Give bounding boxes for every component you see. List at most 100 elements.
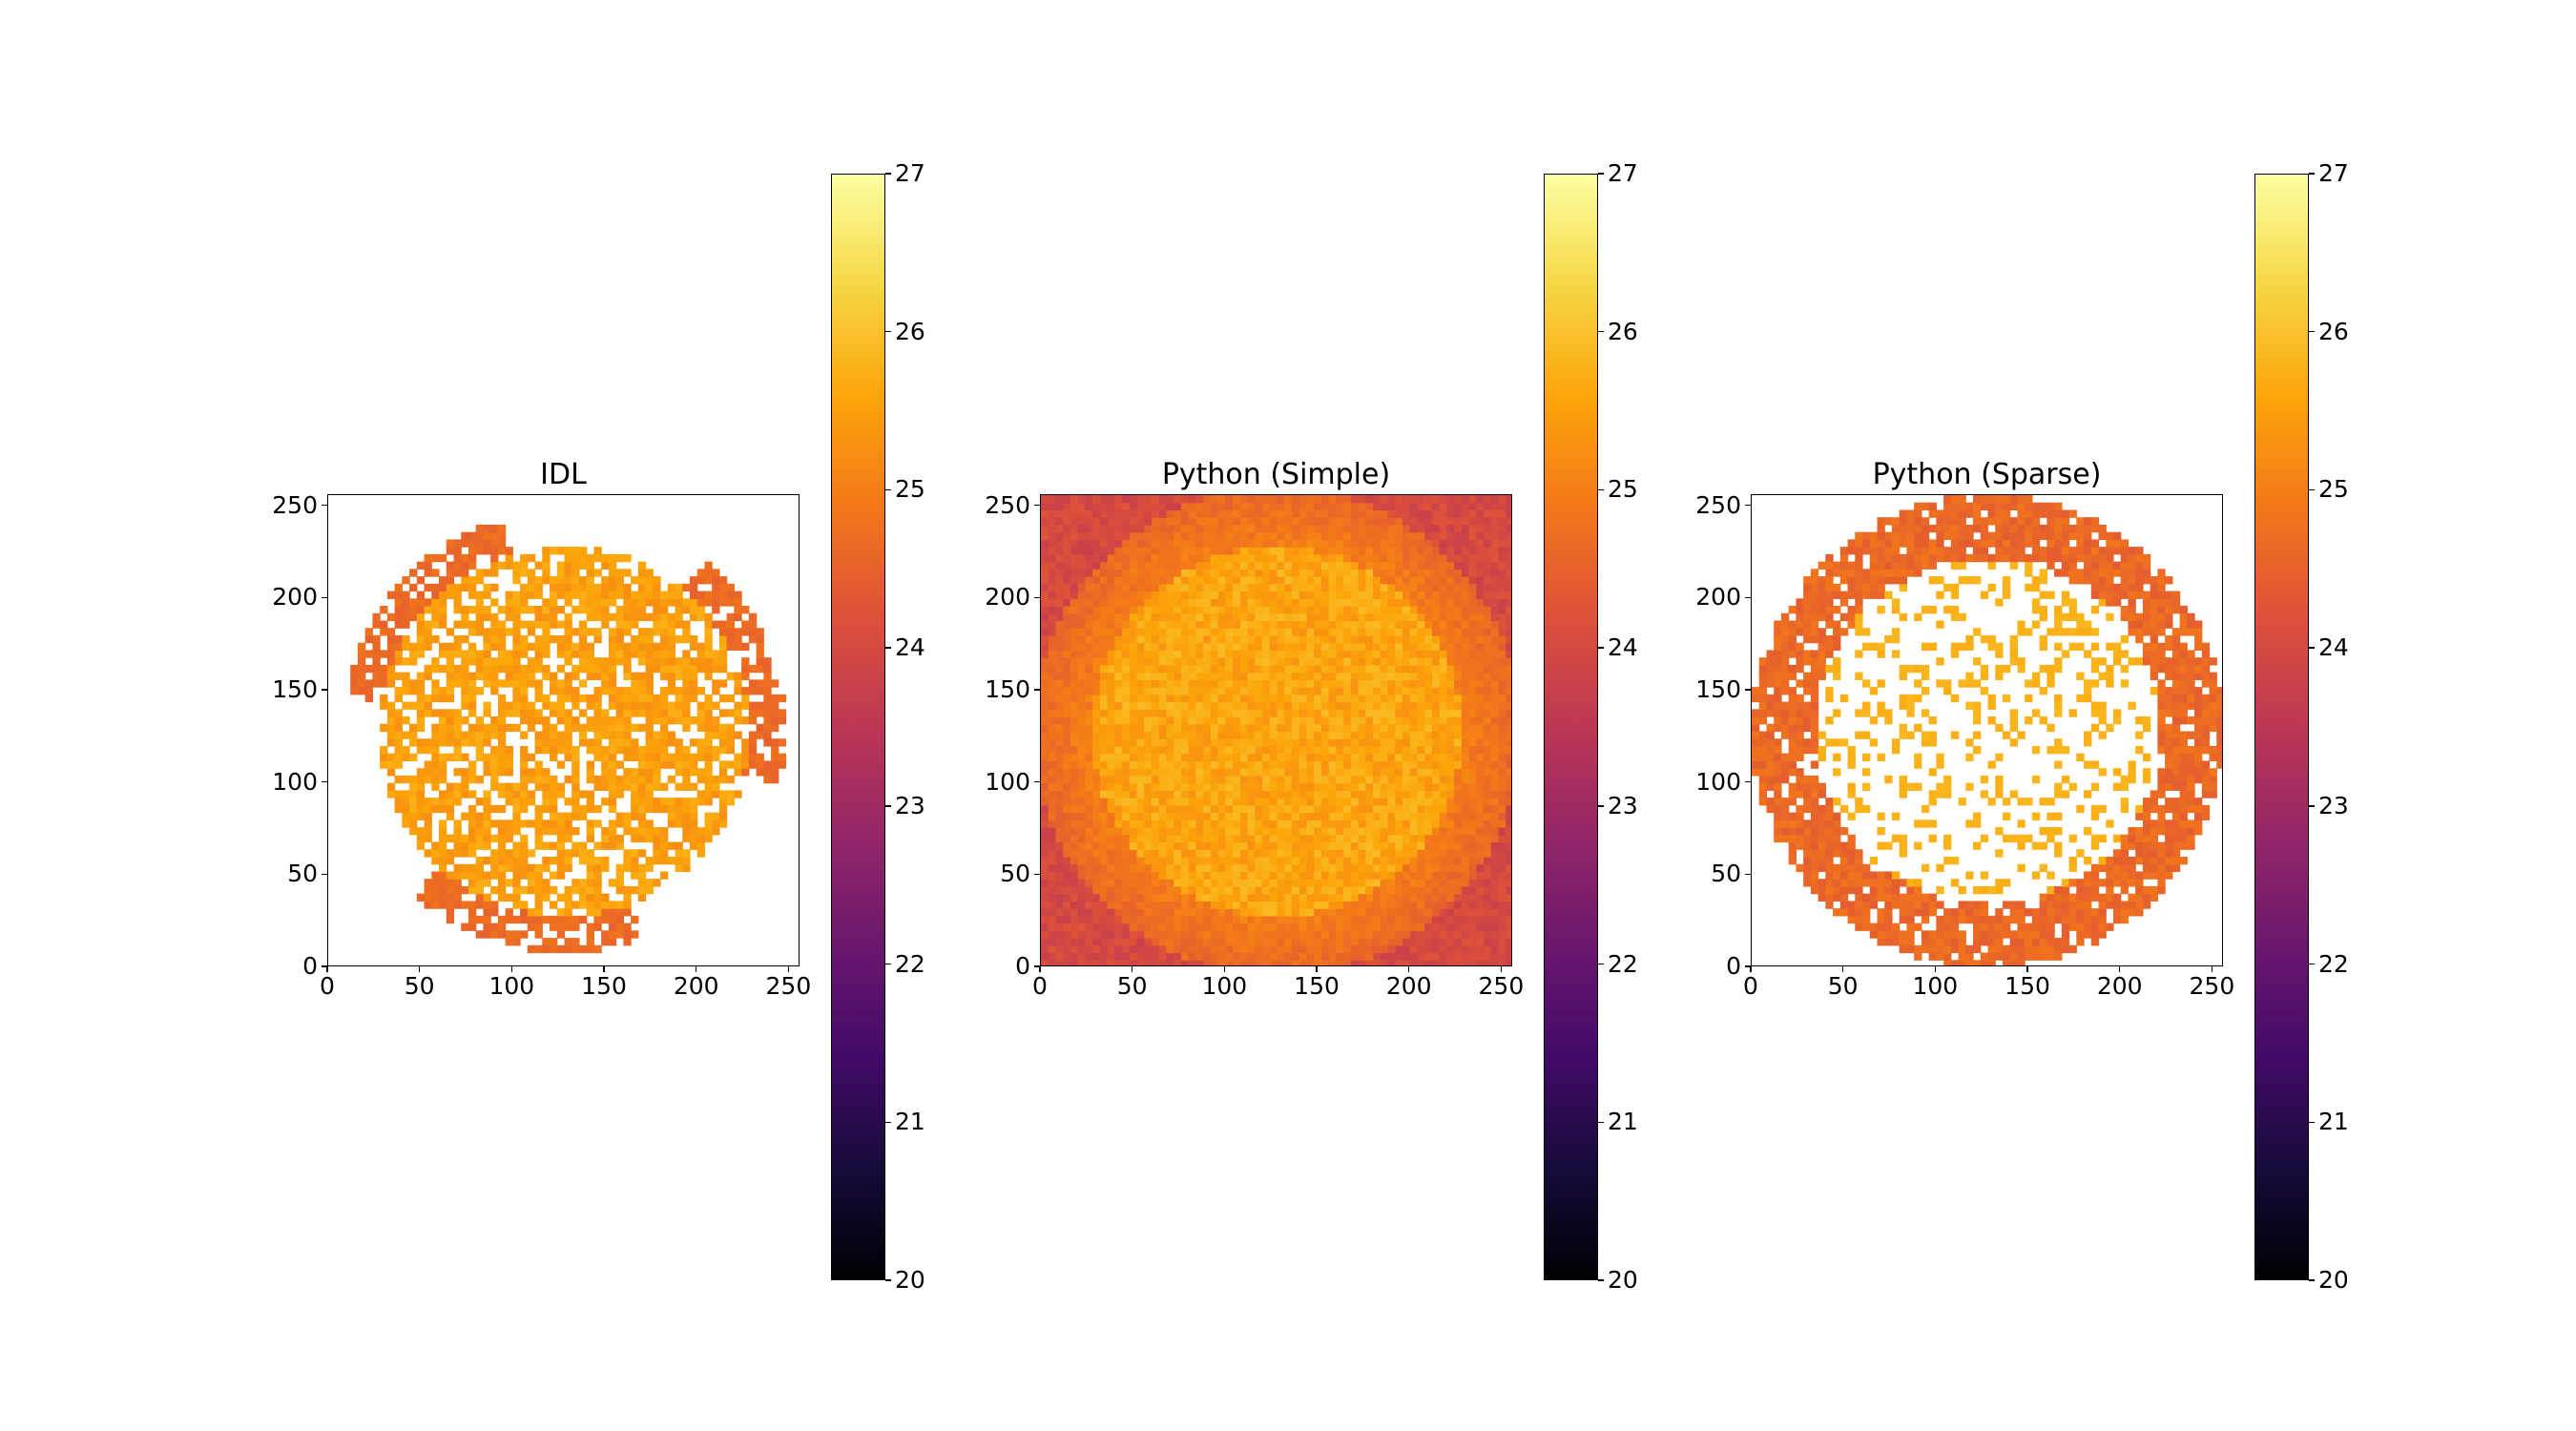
heatmap-cell (586, 583, 595, 592)
heatmap-cell (578, 694, 588, 703)
heatmap-cell (1174, 687, 1182, 695)
heatmap-cell (586, 672, 595, 680)
heatmap-cell (461, 569, 469, 577)
heatmap-cell (667, 591, 676, 599)
heatmap-cell (1239, 952, 1249, 961)
heatmap-cell (1476, 863, 1485, 873)
heatmap-cell (364, 694, 373, 703)
heatmap-cell (645, 576, 654, 585)
heatmap-cell (1409, 804, 1419, 814)
heatmap-cell (623, 930, 632, 939)
heatmap-cell (1284, 938, 1293, 946)
heatmap-cell (431, 657, 440, 666)
heatmap-cell (1320, 901, 1330, 909)
heatmap-cell (1417, 628, 1425, 636)
heatmap-cell (475, 716, 485, 725)
heatmap-cell (564, 819, 572, 828)
heatmap-cell (1247, 938, 1256, 946)
heatmap-cell (1343, 885, 1352, 895)
heatmap-cell (1070, 753, 1079, 762)
heatmap-cell (1136, 745, 1145, 755)
heatmap-cell (763, 760, 772, 769)
heatmap-cell (653, 612, 661, 622)
heatmap-cell (483, 798, 491, 806)
heatmap-cell (1506, 650, 1511, 658)
x-tick-mark (695, 966, 697, 972)
heatmap-cell (1225, 812, 1234, 820)
heatmap-cell (1136, 716, 1145, 725)
heatmap-cell (712, 723, 720, 733)
heatmap-cell (1174, 782, 1182, 791)
heatmap-cell (1461, 687, 1470, 695)
heatmap-cell (1136, 804, 1145, 814)
heatmap-cell (1395, 731, 1403, 739)
heatmap-cell (704, 642, 713, 652)
heatmap-cell (718, 583, 728, 592)
heatmap-cell (1284, 790, 1293, 798)
heatmap-cell (1490, 679, 1500, 688)
heatmap-cell (1306, 790, 1315, 798)
heatmap-cell (1380, 687, 1389, 695)
heatmap-cell (1239, 598, 1249, 607)
heatmap-cell (1099, 723, 1109, 733)
heatmap-cell (1210, 901, 1219, 909)
heatmap-cell (623, 938, 632, 946)
heatmap-cell (1461, 745, 1470, 755)
heatmap-cell (1431, 664, 1441, 674)
heatmap-cell (1136, 871, 1145, 880)
heatmap-cell (542, 731, 551, 739)
heatmap-cell (1431, 679, 1441, 688)
heatmap-cell (1144, 782, 1153, 791)
heatmap-cell (1203, 901, 1212, 909)
heatmap-cell (1506, 834, 1511, 843)
heatmap-cell (475, 723, 485, 733)
heatmap-cell (1461, 753, 1470, 762)
heatmap-cell (431, 738, 440, 747)
heatmap-cell (1247, 804, 1256, 814)
heatmap-cell (1247, 738, 1256, 747)
heatmap-cell (483, 583, 491, 592)
heatmap-cell (1417, 849, 1425, 858)
heatmap-cell (1152, 650, 1160, 658)
heatmap-cell (1239, 856, 1249, 865)
heatmap-cell (1387, 723, 1396, 733)
heatmap-cell (1210, 871, 1219, 880)
heatmap-cell (1269, 827, 1278, 836)
heatmap-cell (1158, 849, 1168, 858)
heatmap-cell (631, 753, 639, 762)
heatmap-cell (1225, 804, 1234, 814)
heatmap-cell (1210, 804, 1219, 814)
heatmap-cell (637, 863, 647, 873)
heatmap-cell (571, 944, 580, 954)
heatmap-cell (637, 768, 647, 777)
heatmap-cell (1041, 672, 1049, 680)
heatmap-cell (542, 642, 551, 652)
heatmap-cell (556, 701, 566, 710)
heatmap-cell (483, 524, 491, 533)
heatmap-cell (653, 606, 661, 614)
heatmap-cell (1380, 798, 1389, 806)
heatmap-cell (1122, 723, 1131, 733)
heatmap-cell (667, 798, 676, 806)
heatmap-cell (1468, 952, 1477, 961)
heatmap-cell (1350, 679, 1360, 688)
heatmap-cell (1506, 664, 1511, 674)
heatmap-cell (712, 657, 720, 666)
heatmap-cell (542, 576, 551, 585)
heatmap-cell (1476, 923, 1485, 931)
heatmap-cell (1417, 812, 1425, 820)
heatmap-cell (734, 606, 742, 614)
heatmap-cell (645, 768, 654, 777)
heatmap-cell (409, 731, 418, 739)
heatmap-cell (1239, 804, 1249, 814)
heatmap-cell (1490, 812, 1500, 820)
heatmap-cell (631, 650, 639, 658)
heatmap-cell (1476, 885, 1485, 895)
heatmap-cell (564, 694, 572, 703)
heatmap-cell (1336, 701, 1344, 710)
heatmap-cell (550, 812, 558, 820)
heatmap-cell (1291, 798, 1300, 806)
heatmap-cell (675, 841, 683, 850)
heatmap-cell (520, 569, 529, 577)
heatmap-cell (718, 628, 728, 636)
